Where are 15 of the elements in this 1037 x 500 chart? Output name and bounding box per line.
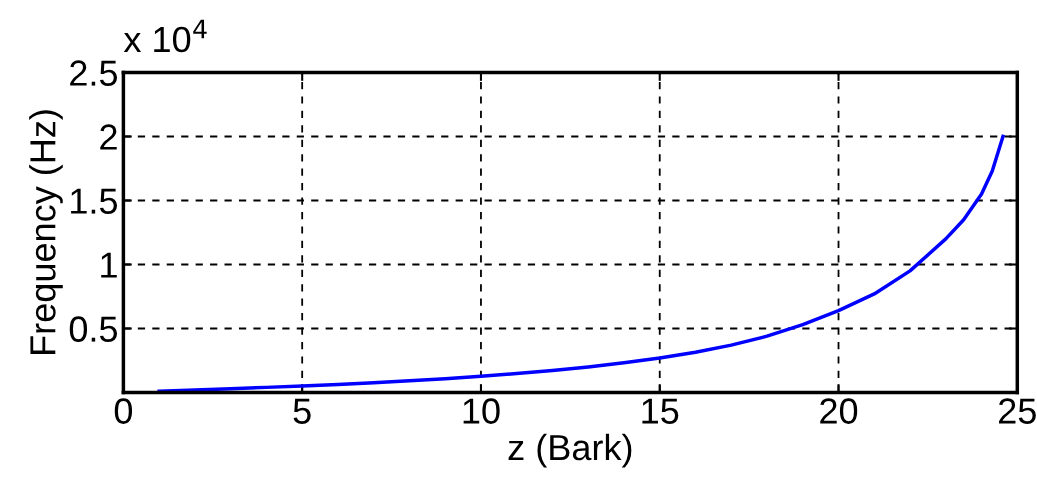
x-tick-label: 0 <box>114 398 133 424</box>
x-axis-title: z (Bark) <box>508 433 632 468</box>
x-tick-label: 5 <box>293 398 311 424</box>
y-tick-label: 1.5 <box>71 188 118 214</box>
y-tick-label: 1 <box>101 252 117 278</box>
line-series <box>157 134 1005 393</box>
x-tick-label: 25 <box>999 398 1036 424</box>
x-tick-label: 10 <box>463 398 500 424</box>
x-tick-label: 20 <box>820 398 858 424</box>
x-tick-label: 15 <box>642 398 679 424</box>
text: x 10$^{4}$ <box>123 19 207 53</box>
y-axis-title: Frequency (Hz) <box>29 110 63 354</box>
y-tick-label: 2.5 <box>70 60 118 86</box>
y-tick-label: 0.5 <box>69 316 118 342</box>
y-tick-label: 2 <box>100 124 117 150</box>
